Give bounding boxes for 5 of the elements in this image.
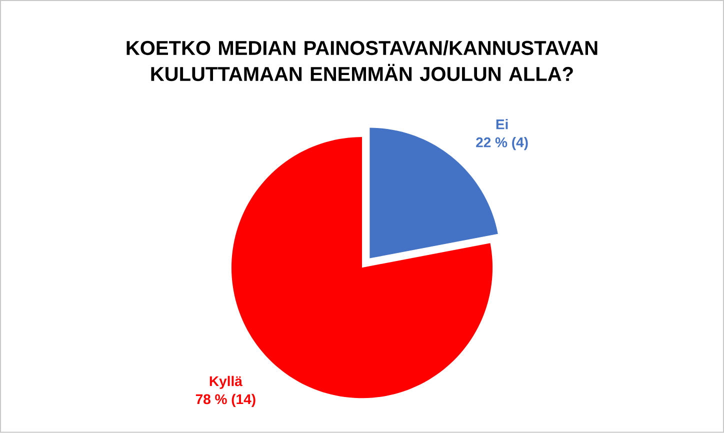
chart-title: KOETKO MEDIAN PAINOSTAVAN/KANNUSTAVAN KULUTTAMAAN ENEMMÄN JOULUN ALLA?	[126, 40, 598, 82]
data-label: 22 % (4)	[476, 137, 528, 150]
slice-label: Kyllä	[210, 376, 242, 390]
slice-label: Ei	[496, 119, 508, 130]
data-label: 78 % (14)	[196, 394, 256, 408]
